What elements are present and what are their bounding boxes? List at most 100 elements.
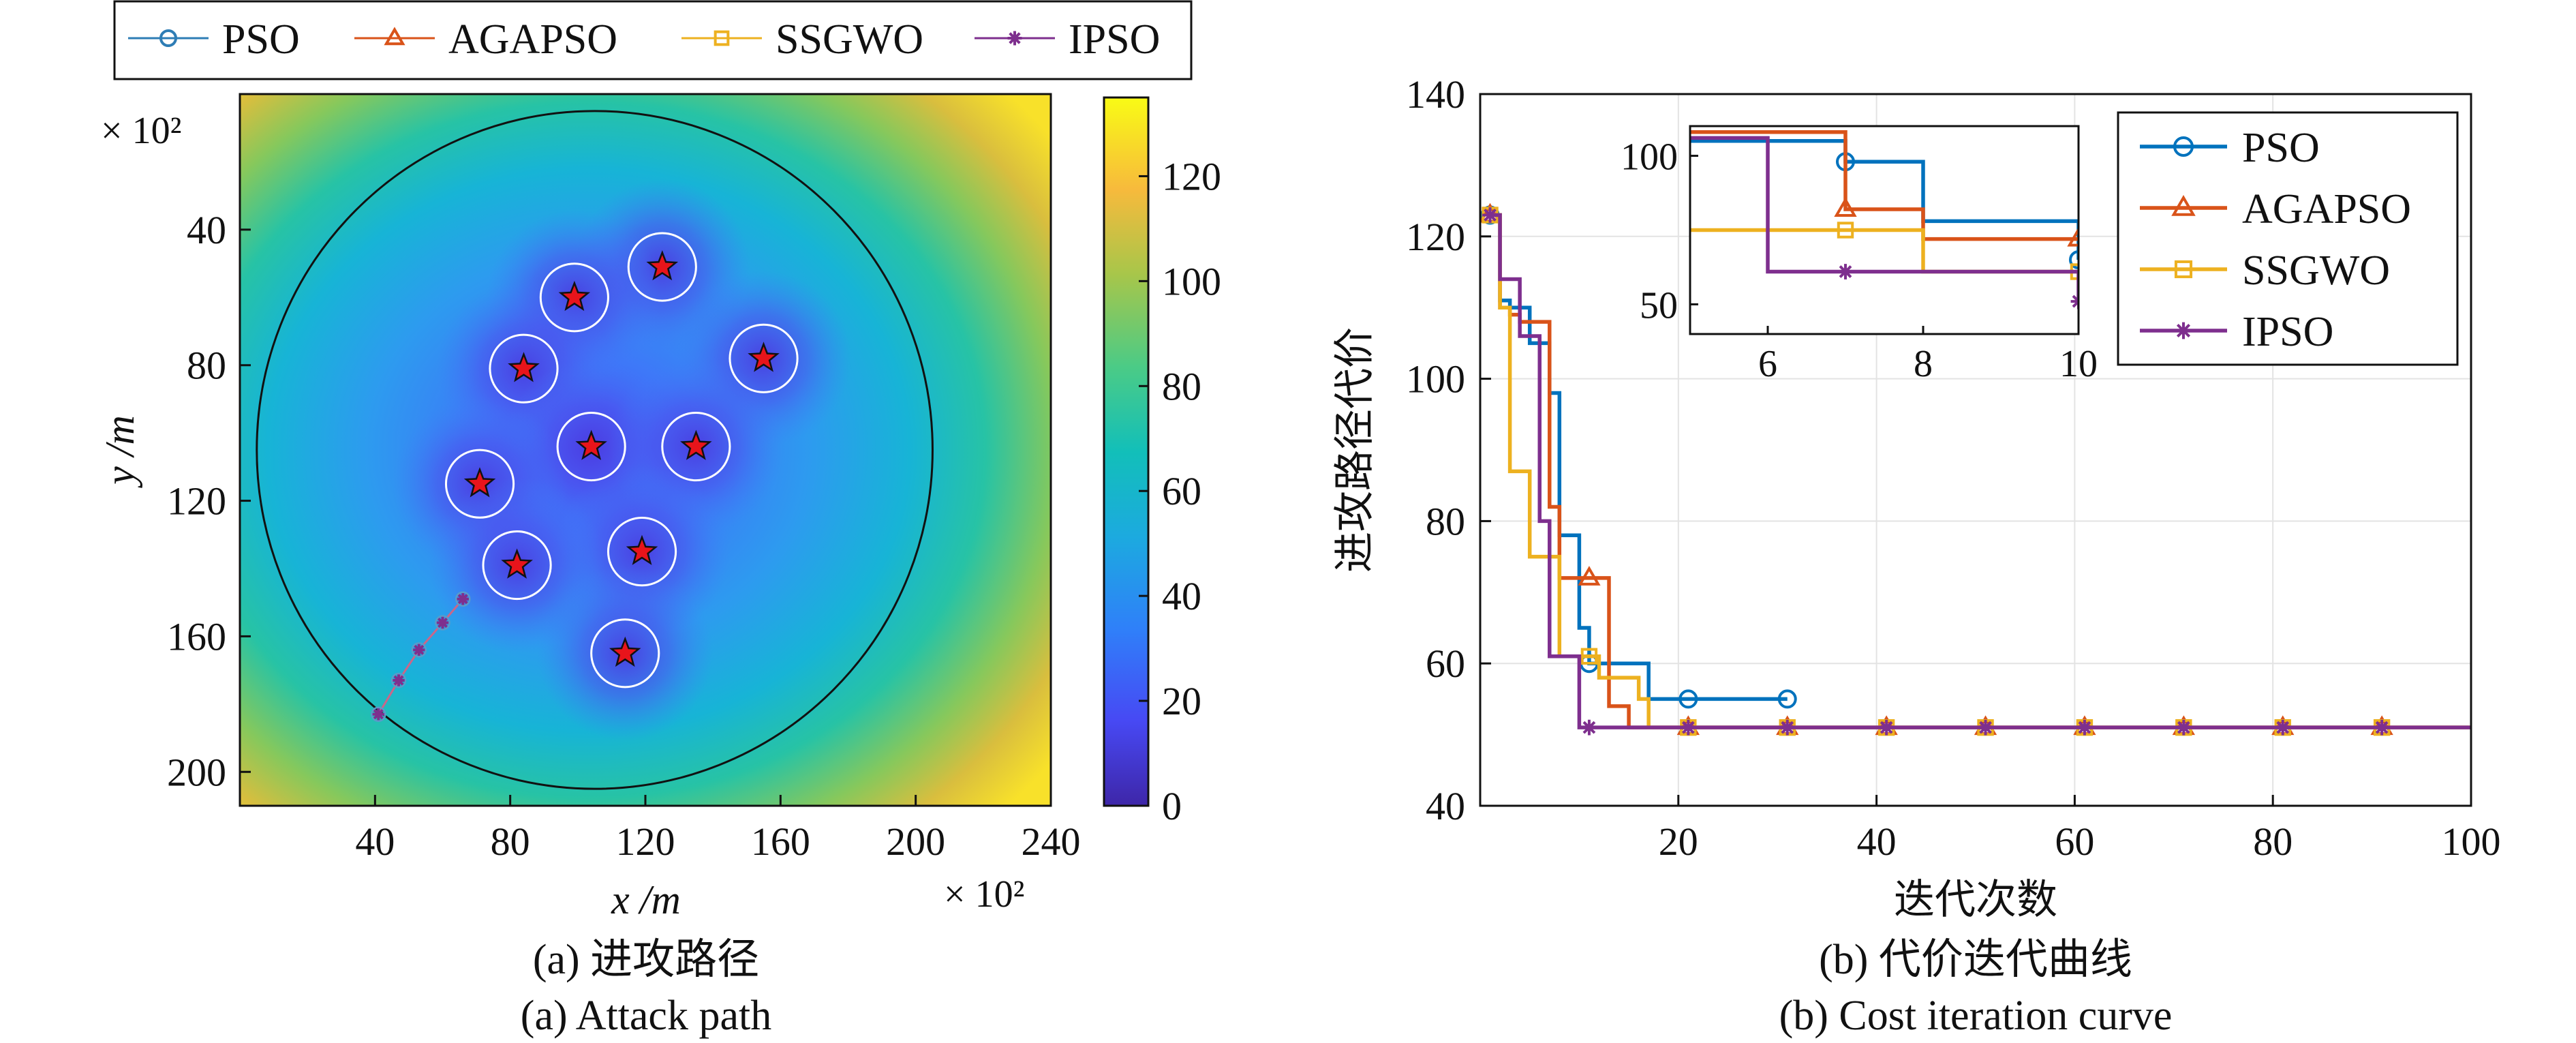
top-legend-item-pso: PSO	[128, 16, 300, 63]
top-legend-label: SSGWO	[776, 16, 923, 63]
cost-y-tick-label: 100	[1406, 357, 1465, 402]
target-ring	[627, 232, 697, 302]
series-marker	[1978, 719, 1993, 736]
heatmap-y-tick-label: 120	[167, 479, 226, 524]
top-legend-marker	[384, 27, 405, 46]
colorbar-tick-label: 0	[1162, 784, 1182, 828]
inset-series-marker	[1837, 222, 1854, 239]
cost-y-tick-label: 80	[1426, 499, 1465, 543]
cost-legend-label: PSO	[2242, 125, 2320, 171]
inset-x-tick-label: 10	[2059, 343, 2098, 385]
caption-right-en: (b) Cost iteration curve	[1779, 993, 2173, 1039]
target-star-icon	[680, 429, 712, 460]
colorbar-tick-label: 20	[1162, 679, 1201, 723]
cost-legend-label: IPSO	[2242, 309, 2333, 355]
cost-y-tick-label: 40	[1426, 784, 1465, 828]
inset-x-tick-label: 6	[1758, 343, 1777, 385]
heatmap-x-tick-label: 240	[1022, 819, 1081, 864]
cost-y-tick-label: 60	[1426, 641, 1465, 686]
cost-legend-label: SSGWO	[2242, 247, 2390, 294]
series-marker	[1779, 719, 1796, 736]
inset-y-tick-label: 100	[1621, 136, 1678, 179]
target-star-icon	[646, 250, 679, 281]
target-star-icon	[501, 548, 533, 579]
series-marker	[1578, 566, 1601, 586]
target-star-icon	[748, 342, 780, 372]
series-ipso	[1482, 207, 2471, 736]
series-marker	[2374, 719, 2390, 736]
target-star-icon	[609, 636, 641, 667]
inset-series-line	[1690, 139, 2079, 260]
heatmap-y-tick-label: 80	[187, 344, 226, 388]
top-legend-label: IPSO	[1069, 16, 1160, 63]
target-star-icon	[463, 467, 496, 498]
inset-series-agapso	[1690, 130, 2079, 247]
target-ring	[444, 449, 515, 519]
heatmap-field	[240, 94, 1051, 806]
cost-x-tick-label: 80	[2253, 819, 2293, 864]
heatmap-y-tick-label: 160	[167, 614, 226, 659]
cost-x-tick-label: 40	[1857, 819, 1897, 864]
target-ring	[729, 323, 799, 393]
target-ring	[539, 262, 609, 333]
top-legend: PSO AGAPSO SSGWO IPSO	[113, 0, 1193, 80]
cost-legend-item-agapso: AGAPSO	[2140, 186, 2411, 232]
heatmap-x-tick-label: 40	[355, 819, 395, 864]
series-marker	[2175, 719, 2192, 736]
top-legend-label: AGAPSO	[448, 16, 617, 63]
caption-left-en: (a) Attack path	[521, 993, 771, 1039]
series-marker	[1678, 689, 1698, 709]
series-line	[1490, 213, 2471, 729]
cost-x-tick-label: 60	[2055, 819, 2094, 864]
target	[556, 411, 626, 482]
target	[627, 232, 697, 302]
inset-x-tick-label: 8	[1914, 343, 1933, 385]
cost-legend-marker	[2175, 322, 2192, 339]
cost-legend-item-ipso: IPSO	[2140, 309, 2333, 355]
cost-curve-panel: 20 40 60 80 100 40 60 80 100 120 140 迭代次数 进攻路径代价 6…	[1332, 72, 2501, 922]
inset-series-line	[1690, 130, 2079, 241]
target	[729, 323, 799, 393]
target	[661, 411, 731, 482]
top-legend-item-ssgwo: SSGWO	[681, 16, 923, 63]
heatmap-y-scale-label: × 10²	[101, 110, 181, 152]
top-legend-marker	[714, 30, 730, 46]
series-marker	[1482, 207, 1498, 223]
target	[607, 517, 677, 587]
cost-y-axis-label: 进攻路径代价	[1332, 327, 1377, 573]
attack-path-point	[390, 672, 407, 689]
target-star-icon	[575, 429, 607, 460]
series-marker	[2275, 719, 2291, 736]
inset-series-marker	[2067, 226, 2079, 247]
target-ring	[556, 411, 626, 482]
target	[489, 333, 559, 404]
cost-legend-marker	[2174, 260, 2193, 279]
series-marker	[2076, 719, 2093, 736]
cost-legend-label: AGAPSO	[2242, 186, 2411, 232]
boundary-circle	[256, 110, 934, 790]
heatmap-x-axis-label: x /m	[611, 877, 681, 922]
top-legend-marker	[159, 29, 177, 47]
top-legend-item-ipso: IPSO	[975, 16, 1160, 63]
inset-series-ipso	[1690, 136, 2079, 309]
heatmap-x-scale-label: × 10²	[944, 873, 1024, 916]
heatmap-x-tick-label: 120	[616, 819, 675, 864]
attack-path-point	[435, 615, 450, 631]
cost-x-axis-label: 迭代次数	[1894, 877, 2057, 922]
target-star-icon	[558, 280, 591, 312]
top-legend-marker	[1007, 31, 1022, 46]
caption-left-cn: (a) 进攻路径	[533, 937, 759, 983]
inset-series-marker	[2070, 293, 2079, 309]
colorbar-tick-label: 40	[1162, 574, 1201, 618]
target-ring	[607, 517, 677, 587]
inset-y-tick-label: 50	[1640, 284, 1678, 327]
series-marker	[1580, 648, 1598, 665]
inset-series-marker	[1837, 264, 1854, 279]
cost-x-tick-label: 20	[1659, 819, 1698, 864]
series-line	[1490, 213, 1788, 701]
heatmap-y-axis-label: y /m	[97, 415, 142, 489]
series-marker	[1680, 719, 1696, 736]
caption-right-cn: (b) 代价迭代曲线	[1819, 937, 2132, 983]
colorbar-tick-label: 80	[1162, 364, 1201, 408]
